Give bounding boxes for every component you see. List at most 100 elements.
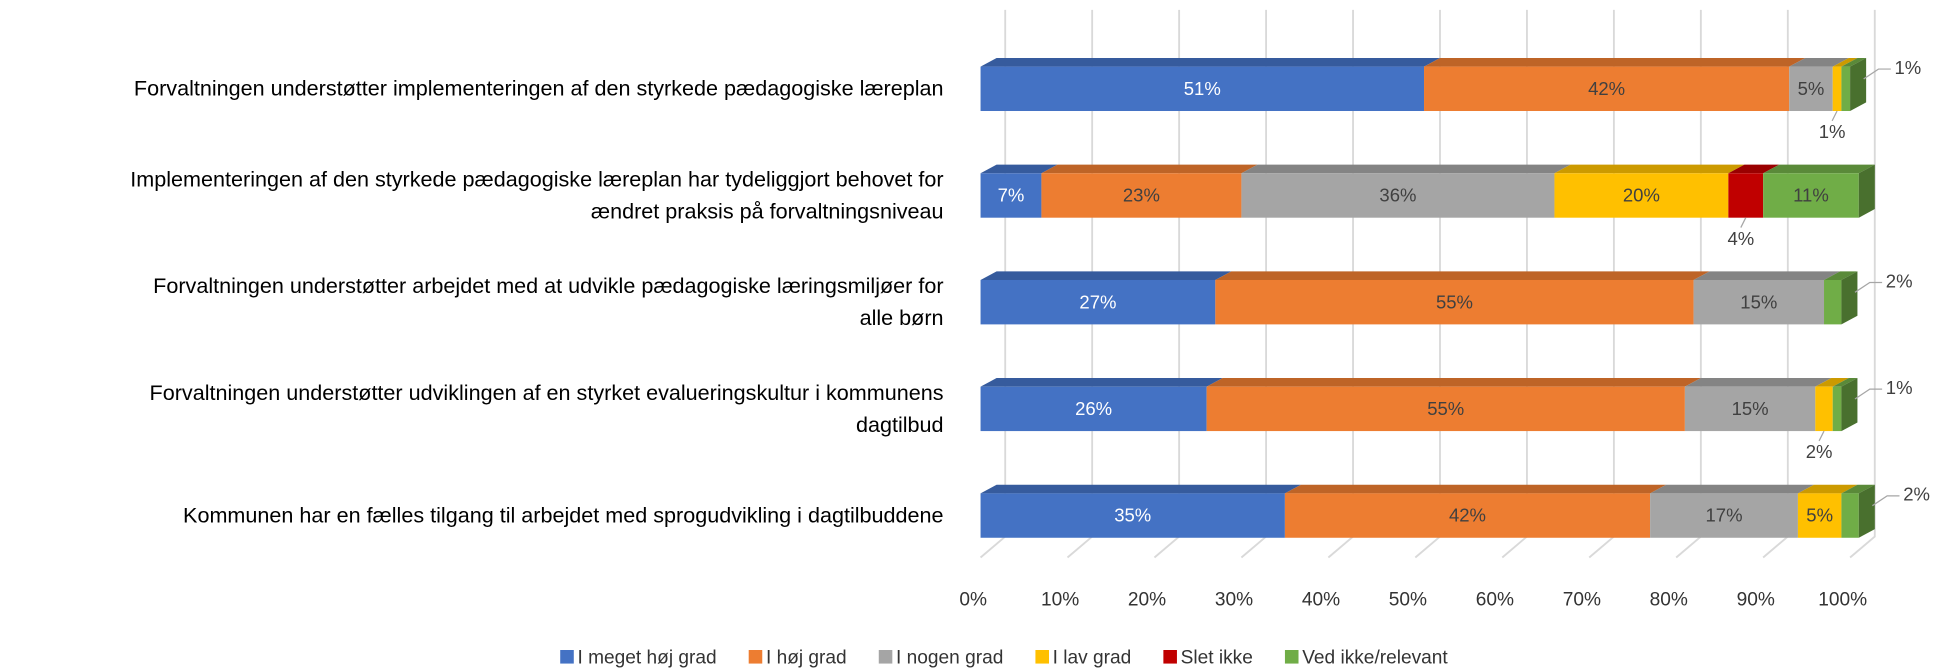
legend-label: I høj grad: [766, 648, 847, 669]
bar-front: [1728, 173, 1764, 218]
x-tick-label: 90%: [1737, 590, 1775, 611]
bar-front: [1424, 66, 1790, 112]
legend-label: I nogen grad: [896, 648, 1003, 669]
category-label: Forvaltningen understøtter udviklingen a…: [150, 380, 944, 405]
bar-top: [1815, 378, 1849, 387]
bar-top: [1693, 271, 1841, 280]
x-tick-label: 50%: [1389, 590, 1427, 611]
bar-segment: [980, 271, 1232, 325]
legend: I meget høj grad I høj grad I nogen grad I …: [560, 648, 1448, 669]
bar-side: [1841, 271, 1858, 325]
bar-segment: [1284, 484, 1667, 538]
bar-front: [1693, 279, 1825, 325]
bar-segment: [1797, 484, 1858, 538]
bar-segment: [1815, 378, 1849, 432]
bar-segment: [1693, 271, 1841, 325]
bar-side: [1850, 57, 1867, 112]
bar-top: [1206, 378, 1701, 387]
category-label: ændret praksis på forvaltningsniveau: [591, 198, 944, 223]
bar-top: [1284, 484, 1667, 494]
bar-segment: [1684, 378, 1832, 432]
leader-line: [1854, 281, 1883, 293]
bar-top: [980, 57, 1441, 67]
bar-segment: [1832, 378, 1858, 432]
category-label: Implementeringen af den styrkede pædagog…: [130, 166, 943, 191]
bar-segment: [1728, 164, 1780, 218]
bar-front: [1041, 173, 1242, 218]
bar-segment: [1206, 378, 1701, 432]
bar-top: [980, 271, 1232, 280]
bar-front: [1789, 66, 1833, 112]
x-tick-label: 80%: [1650, 590, 1688, 611]
bar-segment: [1789, 57, 1849, 112]
bar-front: [1815, 386, 1833, 432]
bar-front: [980, 386, 1207, 432]
value-label: 55%: [1427, 398, 1464, 419]
leader-line: [1872, 495, 1900, 507]
bar-segment: [1824, 271, 1858, 325]
bar-top: [980, 164, 1058, 174]
bar-front: [1832, 66, 1842, 112]
value-label: 2%: [1806, 441, 1833, 462]
value-label: 11%: [1793, 185, 1829, 206]
plot: 0% 10% 20% 30% 40% 50% 60% 70% 80% 90% 100% Forvalt…: [130, 9, 1930, 669]
bar-front: [1824, 279, 1842, 325]
value-label: 51%: [1184, 78, 1221, 99]
value-label: 1%: [1819, 121, 1846, 142]
value-label: 35%: [1114, 505, 1151, 526]
bar-segment: [1841, 484, 1875, 538]
value-label: 15%: [1732, 398, 1769, 419]
value-label: 5%: [1798, 78, 1825, 99]
legend-label: Ved ikke/relevant: [1302, 648, 1448, 669]
bar-segment: [1763, 164, 1875, 218]
bar-top: [1241, 164, 1571, 174]
bar-segment: [1832, 57, 1858, 112]
bar-front: [1841, 66, 1851, 112]
bar-top: [1824, 271, 1858, 280]
value-label: 5%: [1806, 505, 1833, 526]
value-label: 1%: [1886, 377, 1913, 398]
bar-side: [1841, 378, 1858, 432]
bar-top: [980, 378, 1223, 387]
value-label: 15%: [1740, 291, 1777, 312]
x-tick-label: 60%: [1476, 590, 1514, 611]
value-label: 17%: [1706, 505, 1743, 526]
bar-top: [1215, 271, 1710, 280]
bar-top: [1797, 484, 1858, 494]
category-label: Kommunen har en fælles tilgang til arbej…: [183, 502, 944, 527]
legend-swatch: [878, 650, 893, 664]
leader-line: [1818, 430, 1825, 442]
category-label: alle børn: [860, 305, 944, 330]
legend-label: I lav grad: [1053, 648, 1132, 669]
bar-top: [1041, 164, 1258, 174]
bar-segment: [980, 57, 1441, 112]
value-label: 26%: [1075, 398, 1112, 419]
bar-top: [1841, 484, 1875, 494]
leader-line: [1740, 217, 1747, 228]
bar-front: [1797, 493, 1842, 538]
value-label: 20%: [1623, 185, 1660, 206]
legend-label: Slet ikke: [1181, 648, 1253, 669]
category-label: Forvaltningen understøtter arbejdet med …: [153, 273, 943, 298]
bar-front: [1763, 173, 1859, 218]
leader-line: [1863, 68, 1891, 80]
bar-side: [1858, 484, 1875, 538]
bar-top: [980, 484, 1301, 494]
x-tick-label: 0%: [959, 590, 987, 611]
value-label: 2%: [1903, 484, 1930, 505]
x-tick-label: 20%: [1128, 590, 1166, 611]
bar-top: [1841, 57, 1867, 67]
bar-front: [1215, 279, 1694, 325]
bar-top: [1763, 164, 1875, 174]
bar-front: [1284, 493, 1651, 538]
x-tick-label: 70%: [1563, 590, 1601, 611]
legend-label: I meget høj grad: [577, 648, 716, 669]
x-tick-label: 10%: [1041, 590, 1079, 611]
x-tick-label: 40%: [1302, 590, 1340, 611]
bar-front: [1650, 493, 1798, 538]
legend-swatch: [1284, 650, 1299, 664]
bar-top: [1554, 164, 1745, 174]
bar-top: [1789, 57, 1849, 67]
legend-swatch: [1163, 650, 1177, 664]
